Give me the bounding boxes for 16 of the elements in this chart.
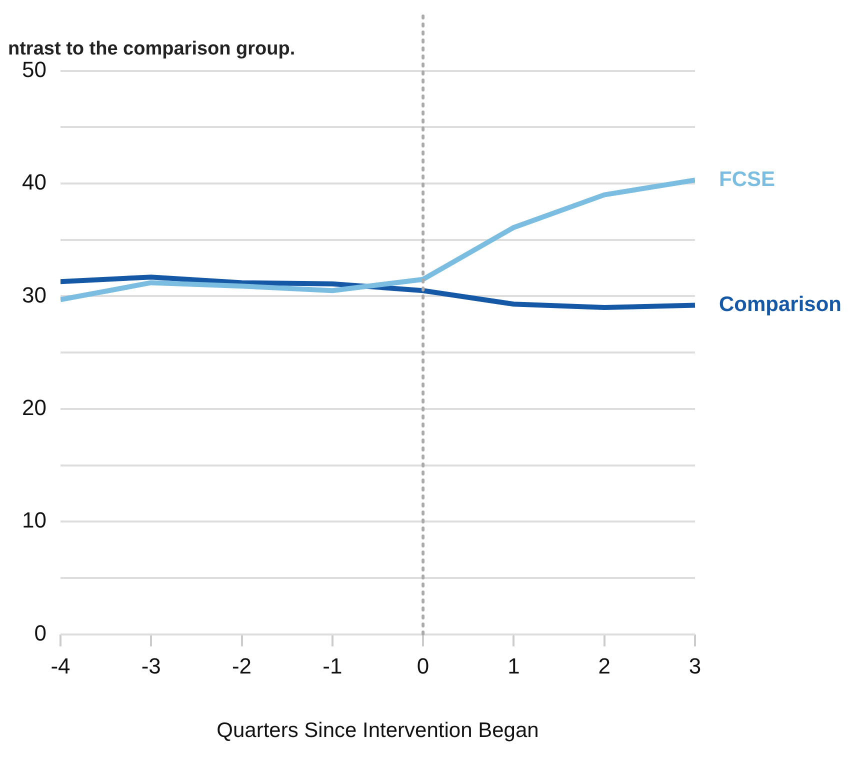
x-tick-label: 2 <box>598 654 610 679</box>
x-tick-label: -4 <box>50 654 70 679</box>
x-tick-label: 1 <box>508 654 520 679</box>
x-tick-label: 0 <box>416 654 430 679</box>
y-tick-label: 20 <box>22 395 46 420</box>
y-tick-label: 0 <box>34 620 46 646</box>
x-tick-label: -3 <box>141 654 161 679</box>
series-label: FCSE <box>719 168 776 191</box>
x-tick-label: -2 <box>232 654 252 679</box>
y-tick-label: 40 <box>22 170 46 195</box>
x-tick-label: -1 <box>322 654 342 679</box>
x-tick-label: 3 <box>688 654 702 679</box>
y-tick-label: 10 <box>22 508 46 533</box>
series-label: Comparison <box>719 293 842 316</box>
y-tick-label: 30 <box>22 282 46 308</box>
x-axis-title: Quarters Since Intervention Began <box>216 719 539 742</box>
